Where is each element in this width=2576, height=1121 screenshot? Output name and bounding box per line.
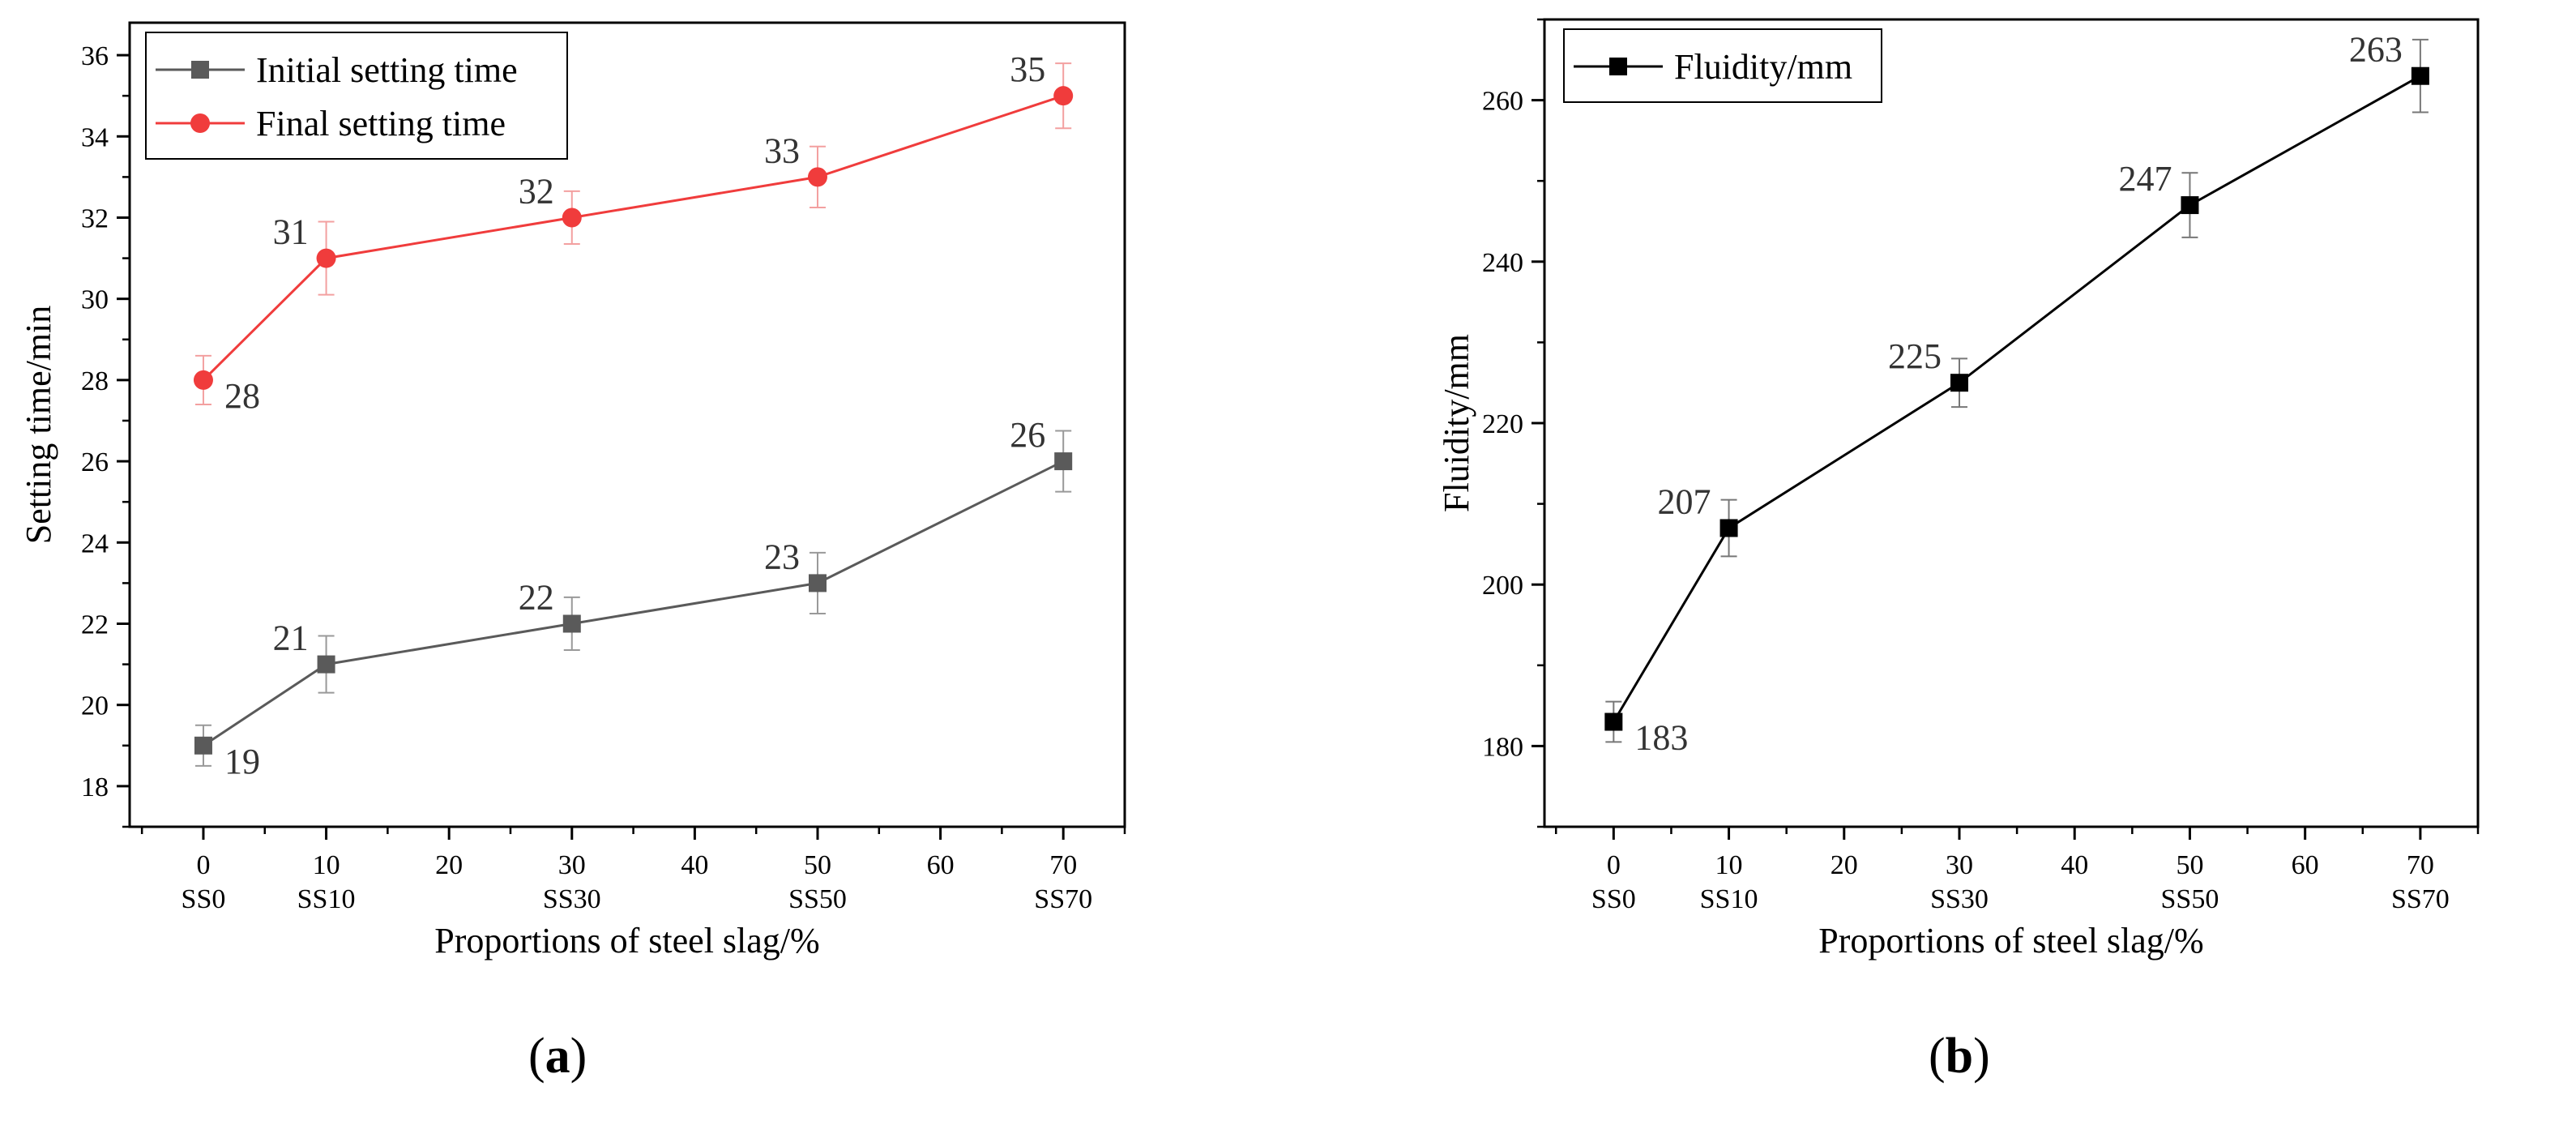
x-sub-label: SS70 [1034, 884, 1092, 914]
x-sub-label: SS10 [297, 884, 356, 914]
data-point [808, 574, 827, 593]
x-tick-label: 0 [1607, 850, 1621, 880]
data-label: 247 [2118, 159, 2172, 199]
y-tick-label: 220 [1482, 409, 1523, 439]
y-tick-label: 34 [81, 122, 109, 152]
data-point [194, 736, 212, 755]
data-label: 263 [2349, 30, 2403, 70]
x-tick-label: 30 [1946, 850, 1973, 880]
data-point [317, 655, 335, 674]
y-tick-label: 240 [1482, 248, 1523, 278]
y-tick-label: 32 [81, 203, 109, 233]
x-tick-label: 40 [2061, 850, 2088, 880]
data-label: 32 [519, 171, 554, 211]
x-sub-label: SS70 [2391, 884, 2450, 914]
y-tick-label: 20 [81, 691, 109, 721]
data-point [1719, 519, 1738, 537]
data-label: 35 [1010, 49, 1045, 89]
data-label: 31 [273, 212, 309, 252]
y-tick-label: 24 [81, 528, 109, 558]
data-label: 22 [519, 577, 554, 617]
y-axis-title: Fluidity/mm [1437, 334, 1476, 512]
data-label: 19 [224, 742, 260, 781]
legend-marker [191, 61, 209, 79]
x-tick-label: 40 [681, 850, 708, 880]
legend-marker [1609, 58, 1627, 75]
data-label: 28 [224, 376, 260, 416]
x-axis-title: Proportions of steel slag/% [1818, 921, 2203, 961]
x-tick-label: 50 [804, 850, 831, 880]
data-label: 33 [764, 130, 800, 170]
data-label: 23 [764, 537, 800, 576]
data-point [562, 208, 582, 228]
y-tick-label: 26 [81, 447, 109, 477]
legend-box [145, 32, 568, 160]
data-label: 183 [1634, 718, 1688, 758]
data-label: 21 [273, 618, 309, 658]
y-axis-title: Setting time/min [19, 306, 58, 545]
x-tick-label: 20 [1831, 850, 1858, 880]
plot-frame [128, 21, 1126, 828]
legend-marker [190, 113, 210, 133]
data-label: 207 [1658, 481, 1711, 521]
series-line [1613, 75, 2421, 723]
data-label: 26 [1010, 415, 1045, 455]
x-sub-label: SS30 [543, 884, 601, 914]
y-tick-label: 28 [81, 366, 109, 396]
x-tick-label: 50 [2176, 850, 2203, 880]
y-tick-label: 30 [81, 285, 109, 315]
data-point [316, 248, 336, 268]
legend-label: Initial setting time [256, 50, 518, 90]
y-tick-label: 180 [1482, 732, 1523, 762]
x-tick-label: 30 [558, 850, 586, 880]
data-point [193, 370, 213, 390]
x-tick-label: 10 [313, 850, 340, 880]
data-point [2411, 66, 2429, 85]
panel-label-a: (a) [528, 1029, 587, 1084]
data-point [1054, 452, 1073, 471]
data-point [2181, 196, 2199, 215]
data-point [807, 167, 827, 187]
y-tick-label: 36 [81, 41, 109, 71]
x-tick-label: 0 [196, 850, 210, 880]
x-sub-label: SS50 [2161, 884, 2219, 914]
data-point [562, 614, 581, 633]
x-tick-label: 60 [927, 850, 955, 880]
x-sub-label: SS0 [182, 884, 226, 914]
chart-b: 0 10 20 30 40 50 60 70 SS0 SS10 SS30 SS50 SS70 180 200… [1437, 18, 2480, 961]
plot-frame [1543, 18, 2480, 828]
x-sub-label: SS50 [788, 884, 847, 914]
data-label: 225 [1888, 336, 1942, 376]
x-sub-label: SS10 [1700, 884, 1758, 914]
x-sub-label: SS0 [1591, 884, 1636, 914]
x-tick-label: 70 [1049, 850, 1077, 880]
data-point [1053, 86, 1074, 106]
x-tick-label: 10 [1715, 850, 1743, 880]
legend-label: Fluidity/mm [1674, 47, 1852, 87]
y-tick-label: 22 [81, 610, 109, 640]
x-tick-label: 20 [435, 850, 463, 880]
data-point [1604, 712, 1623, 731]
x-axis-title: Proportions of steel slag/% [434, 921, 819, 961]
x-tick-label: 60 [2292, 850, 2319, 880]
data-point [1950, 374, 1968, 392]
x-tick-label: 70 [2407, 850, 2434, 880]
y-tick-label: 18 [81, 772, 109, 802]
chart-a: 0 10 20 30 40 50 60 70 SS0 SS10 SS30 SS50 SS70 18 20 22… [19, 21, 1126, 961]
panel-label-b: (b) [1929, 1029, 1990, 1084]
x-sub-label: SS30 [1930, 884, 1989, 914]
legend-label: Final setting time [256, 104, 506, 143]
y-tick-label: 200 [1482, 571, 1523, 601]
series-line [203, 460, 1064, 747]
y-tick-label: 260 [1482, 87, 1523, 117]
